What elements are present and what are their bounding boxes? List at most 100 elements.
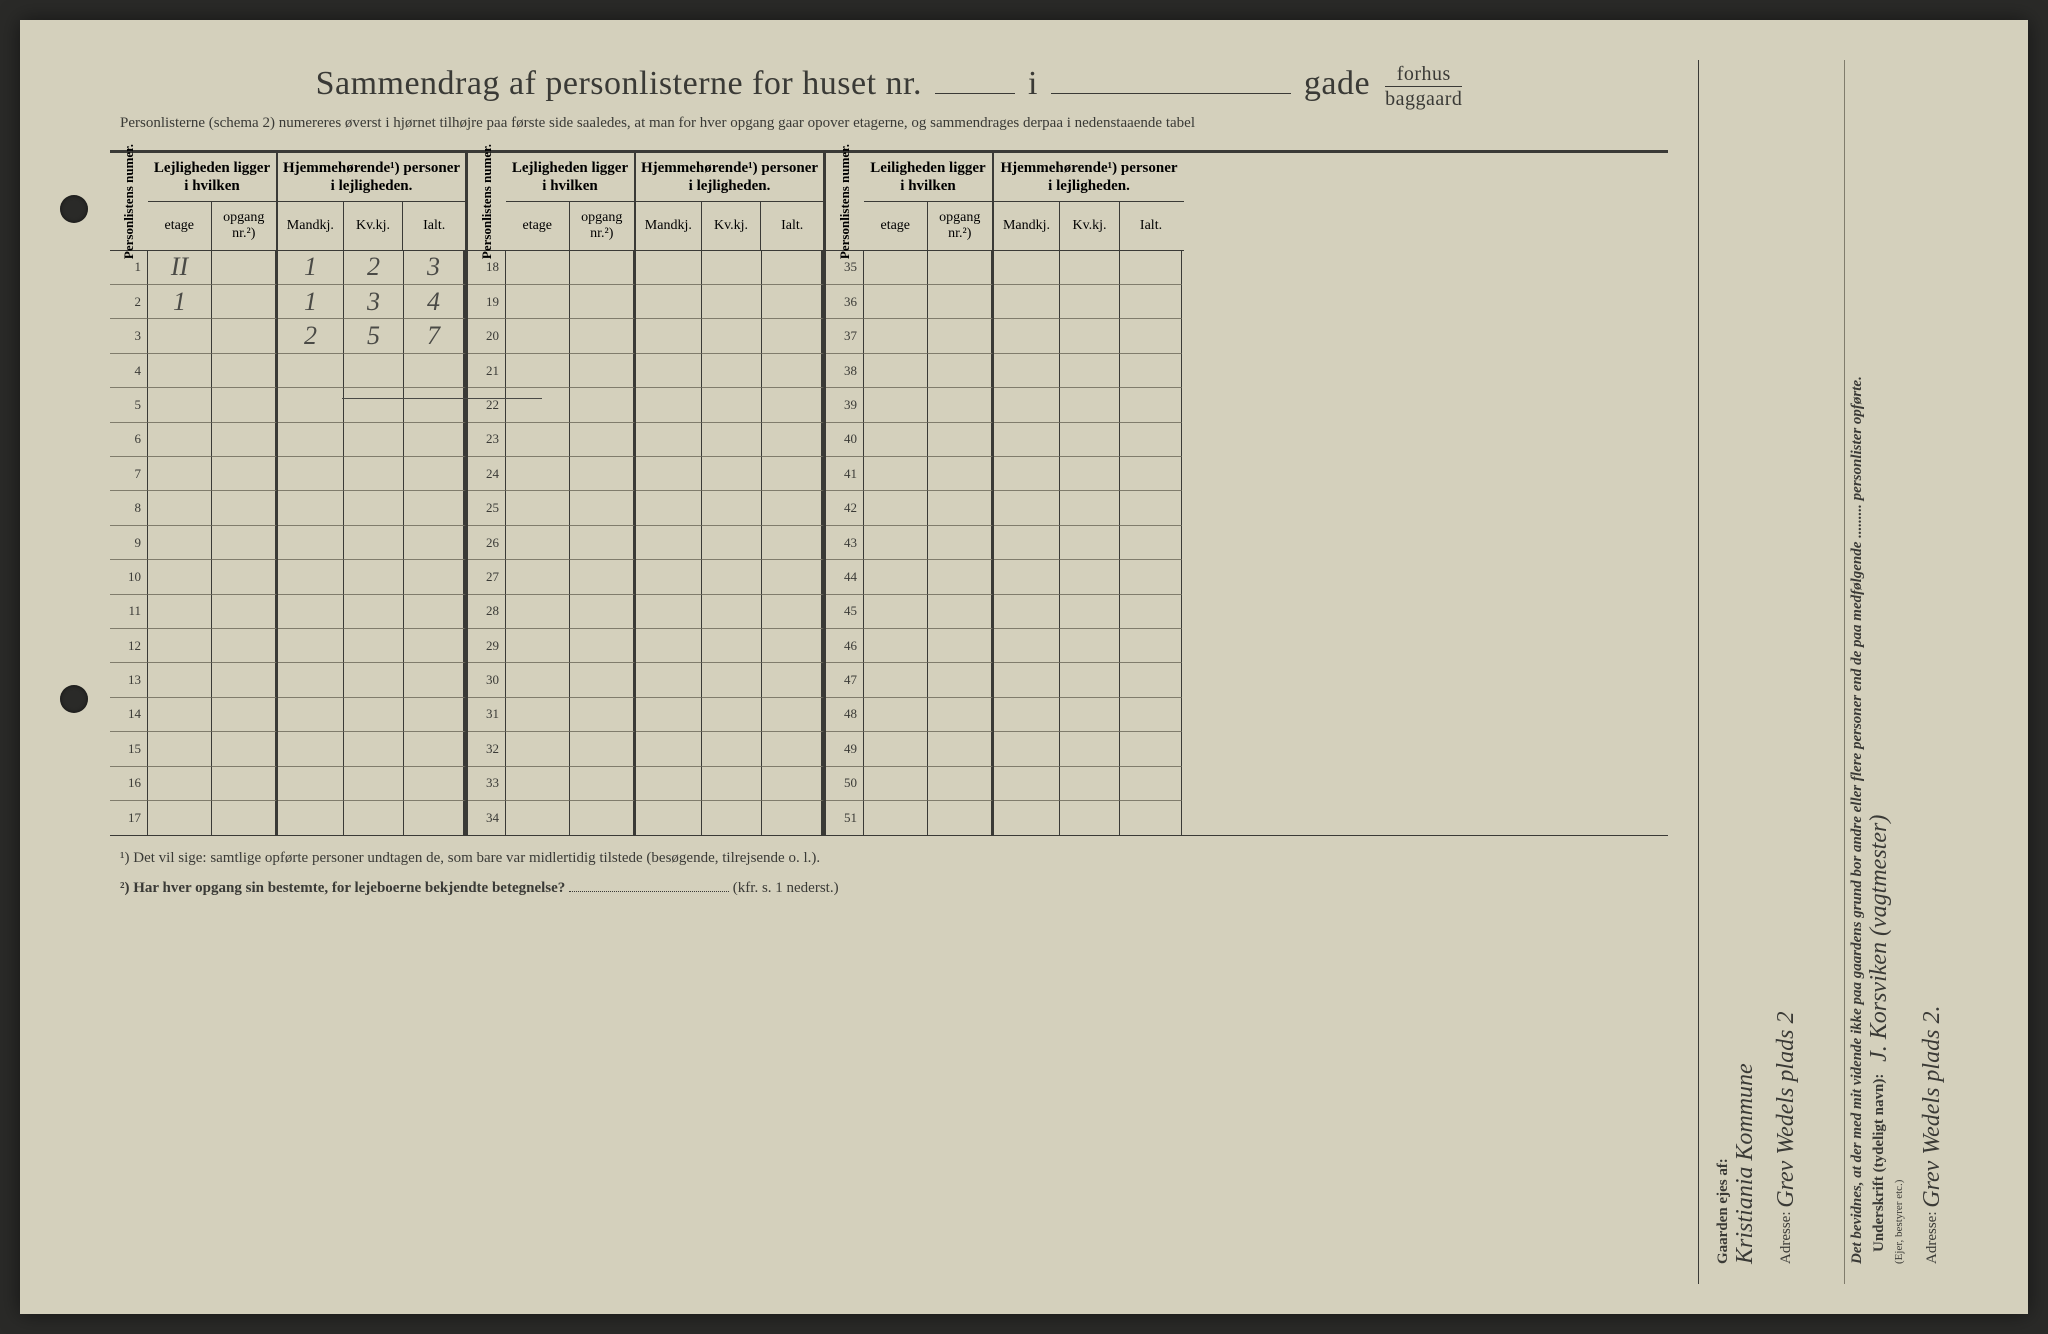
table-cell xyxy=(1060,629,1120,663)
header-hjem: Hjemmehørende¹) personer i lejligheden. xyxy=(994,153,1184,202)
table-cell xyxy=(148,767,212,801)
table-cell xyxy=(1120,801,1182,835)
table-cell xyxy=(762,423,824,457)
header-hjem: Hjemmehørende¹) personer i lejligheden. xyxy=(636,153,823,202)
table-cell: 19 xyxy=(468,285,506,319)
table-cell xyxy=(702,595,762,629)
table-cell xyxy=(570,354,635,388)
col-lejlighed: Lejligheden ligger i hvilken etage opgan… xyxy=(506,153,636,836)
table-cell xyxy=(1120,629,1182,663)
table-cell xyxy=(344,457,404,491)
header-number: Personlistens numer. xyxy=(468,153,506,251)
table-cell xyxy=(994,595,1060,629)
table-cell xyxy=(1060,526,1120,560)
table-cell xyxy=(278,767,344,801)
table-cell xyxy=(344,698,404,732)
table-cell: 2 xyxy=(344,251,404,285)
table-cell xyxy=(994,698,1060,732)
table-cell xyxy=(702,560,762,594)
adresse-label: Adresse: xyxy=(1924,1212,1940,1265)
subheader-etage: etage xyxy=(148,202,212,250)
table-cell xyxy=(212,491,277,525)
table-cell: 6 xyxy=(110,423,148,457)
table-cell xyxy=(928,698,993,732)
table-cell xyxy=(864,767,928,801)
table-cell xyxy=(570,698,635,732)
attestation-text: Det bevidnes, at der med mit vidende ikk… xyxy=(1849,80,1866,1264)
subheader-ialt: Ialt. xyxy=(761,202,823,250)
table-cell xyxy=(636,663,702,697)
table-cell: 44 xyxy=(826,560,864,594)
table-cell xyxy=(636,801,702,835)
table-cell: 40 xyxy=(826,423,864,457)
table-cell xyxy=(762,285,824,319)
table-cell xyxy=(278,457,344,491)
table-cell xyxy=(994,388,1060,422)
table-cell: 38 xyxy=(826,354,864,388)
table-cell xyxy=(928,423,993,457)
table-cell: 8 xyxy=(110,491,148,525)
table-cell: 50 xyxy=(826,767,864,801)
table-cell xyxy=(702,491,762,525)
table-cell xyxy=(404,423,466,457)
table-cell xyxy=(278,354,344,388)
table-cell xyxy=(1060,767,1120,801)
table-cell xyxy=(212,801,277,835)
table-cell xyxy=(506,526,570,560)
col-leilighed: Leiligheden ligger i hvilken etage opgan… xyxy=(864,153,994,836)
table-cell xyxy=(636,457,702,491)
table-cell xyxy=(212,457,277,491)
table-cell xyxy=(864,285,928,319)
table-cell: 4 xyxy=(404,285,466,319)
table-cell xyxy=(636,629,702,663)
table-cell xyxy=(404,491,466,525)
table-cell xyxy=(762,251,824,285)
table-cell xyxy=(570,732,635,766)
table-cell xyxy=(702,767,762,801)
table-cell xyxy=(636,491,702,525)
table-cell xyxy=(1120,663,1182,697)
subheader-etage: etage xyxy=(506,202,570,250)
table-cell xyxy=(404,595,466,629)
table-cell: 28 xyxy=(468,595,506,629)
table-cell: 42 xyxy=(826,491,864,525)
table-cell xyxy=(762,698,824,732)
table-cell xyxy=(344,354,404,388)
table-cell: 41 xyxy=(826,457,864,491)
table-cell: 24 xyxy=(468,457,506,491)
table-cell xyxy=(344,560,404,594)
col-hjemmehorende: Hjemmehørende¹) personer i lejligheden. … xyxy=(278,153,468,836)
table-cell: 3 xyxy=(344,285,404,319)
table-cell: 39 xyxy=(826,388,864,422)
table-cell xyxy=(762,319,824,353)
table-cell xyxy=(1120,698,1182,732)
signature-value: J. Korsviken (vagtmester) xyxy=(1866,815,1892,1062)
table-cell: 1 xyxy=(278,251,344,285)
census-form-page: Sammendrag af personlisterne for huset n… xyxy=(20,20,2028,1314)
table-cell xyxy=(278,663,344,697)
table-cell xyxy=(994,457,1060,491)
table-cell xyxy=(570,595,635,629)
table-cell xyxy=(762,526,824,560)
table-cell: 43 xyxy=(826,526,864,560)
footnote-1: ¹) Det vil sige: samtlige opførte person… xyxy=(120,850,1668,867)
handwritten-sum-rule xyxy=(342,398,542,399)
table-cell xyxy=(148,423,212,457)
table-cell xyxy=(928,251,993,285)
table-cell xyxy=(928,732,993,766)
table-cell xyxy=(148,388,212,422)
table-cell: 29 xyxy=(468,629,506,663)
table-cell xyxy=(762,354,824,388)
table-cell xyxy=(404,560,466,594)
table-cell xyxy=(994,629,1060,663)
table-cell xyxy=(506,319,570,353)
table-cell xyxy=(702,732,762,766)
table-cell xyxy=(570,388,635,422)
table-cell xyxy=(994,732,1060,766)
owner-section: Gaarden ejes af: Kristiania Kommune Adre… xyxy=(1711,60,1845,1284)
table-cell xyxy=(1060,457,1120,491)
table-cell xyxy=(636,354,702,388)
table-cell xyxy=(702,251,762,285)
col-lejlighed: Lejligheden ligger i hvilken etage opgan… xyxy=(148,153,278,836)
table-cell: 12 xyxy=(110,629,148,663)
